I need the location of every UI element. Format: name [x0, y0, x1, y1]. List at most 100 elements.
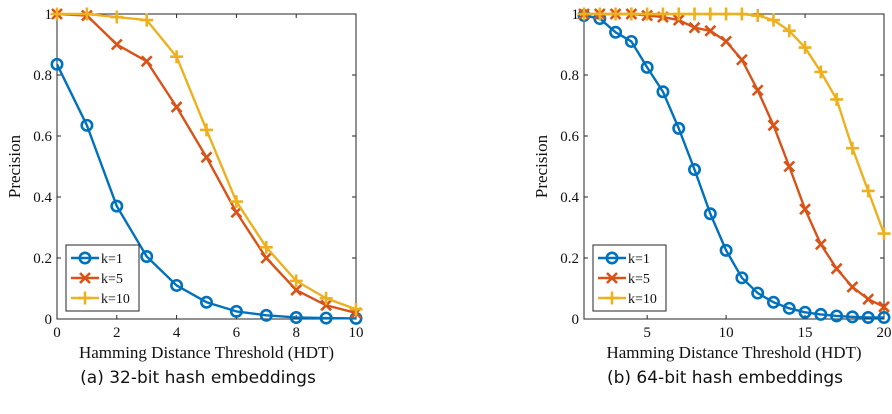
data-point-k=10	[719, 7, 733, 21]
data-point-k=10	[80, 7, 94, 21]
legend-entry: k=10	[628, 292, 657, 307]
figure-caption: (a) 32-bit hash embeddings	[80, 368, 316, 388]
x-tick-label: 0	[53, 325, 61, 341]
x-tick-label: 6	[233, 325, 241, 341]
y-tick-label: 0.2	[560, 251, 579, 267]
data-point-k=10	[766, 13, 780, 27]
chart-a: 0 2 4 6 8 10 0 0.2 0.4 0.6 0.8 1 Hamming Distance Th…	[5, 7, 364, 388]
chart-b: 5 10 15 20 0 0.2 0.4 0.6 0.8 1 Hamming Distance Th…	[532, 7, 892, 388]
data-point-k=5	[783, 160, 796, 173]
legend-entry: k=5	[101, 272, 123, 287]
data-point-k=10	[170, 50, 184, 64]
legend-marker	[78, 291, 92, 305]
data-point-k=5	[814, 238, 827, 251]
legend: k=1 k=5 k=10	[592, 244, 667, 312]
data-point-k=5	[799, 203, 811, 216]
data-point-k=5	[846, 281, 859, 293]
legend: k=1 k=5 k=10	[65, 244, 140, 312]
data-point-k=1	[259, 308, 273, 322]
data-point-k=10	[50, 7, 64, 21]
data-point-k=1	[782, 301, 796, 315]
legend-marker	[605, 251, 619, 265]
data-point-k=1	[751, 286, 765, 300]
data-point-k=5	[110, 38, 123, 51]
data-point-k=1	[50, 57, 64, 71]
y-tick-label: 0.8	[33, 68, 52, 84]
data-point-k=5	[878, 300, 890, 313]
data-point-k=10	[656, 7, 670, 21]
data-point-k=5	[290, 284, 303, 296]
data-point-k=1	[170, 278, 184, 292]
data-point-k=1	[640, 60, 654, 74]
y-axis-label: Precision	[5, 134, 24, 198]
data-point-k=10	[593, 7, 607, 21]
data-point-k=1	[830, 309, 844, 323]
data-point-k=1	[672, 121, 686, 135]
data-point-k=1	[861, 310, 875, 324]
data-point-k=10	[229, 195, 243, 209]
data-point-k=10	[577, 7, 591, 21]
x-tick-label: 8	[292, 325, 300, 341]
data-point-k=10	[814, 65, 828, 79]
x-tick-label: 20	[877, 325, 892, 341]
y-tick-label: 1	[45, 7, 53, 23]
data-point-k=10	[798, 41, 812, 55]
data-point-k=5	[140, 55, 153, 68]
data-point-k=10	[672, 7, 686, 21]
legend-marker	[606, 272, 618, 284]
data-point-k=1	[289, 310, 303, 324]
data-point-k=1	[703, 207, 717, 221]
x-axis-label: Hamming Distance Threshold (HDT)	[79, 343, 334, 362]
x-tick-label: 4	[173, 325, 181, 341]
legend-entry: k=1	[101, 252, 123, 267]
x-tick-label: 10	[719, 325, 734, 341]
data-point-k=1	[110, 199, 124, 213]
data-point-k=1	[877, 310, 891, 324]
data-point-k=10	[259, 240, 273, 254]
data-point-k=1	[200, 295, 214, 309]
legend-marker	[79, 272, 91, 284]
y-tick-label: 0.8	[560, 68, 579, 84]
data-point-k=1	[845, 310, 859, 324]
y-tick-label: 0.4	[560, 190, 579, 206]
y-tick-label: 0.6	[33, 129, 52, 145]
data-point-k=5	[704, 24, 717, 37]
legend-entry: k=5	[628, 272, 650, 287]
x-axis-label: Hamming Distance Threshold (HDT)	[606, 343, 861, 362]
data-point-k=5	[720, 35, 733, 48]
data-point-k=5	[260, 252, 273, 264]
data-point-k=10	[782, 24, 796, 38]
data-point-k=1	[814, 307, 828, 321]
y-axis-label: Precision	[532, 134, 551, 198]
y-tick-label: 0.6	[560, 129, 579, 145]
data-point-k=10	[319, 291, 333, 305]
x-tick-label: 10	[349, 325, 364, 341]
series-group	[577, 7, 891, 324]
x-tick-label: 5	[643, 325, 651, 341]
legend-marker	[605, 291, 619, 305]
data-point-k=10	[200, 123, 213, 137]
data-point-k=1	[80, 118, 94, 132]
data-point-k=5	[320, 299, 333, 312]
y-tick-label: 0.2	[33, 251, 52, 267]
data-point-k=5	[200, 151, 213, 164]
data-point-k=5	[767, 119, 780, 132]
x-tick-label: 2	[113, 325, 121, 341]
series-line-k=1	[55, 63, 357, 320]
data-point-k=10	[751, 9, 765, 23]
data-point-k=1	[688, 163, 702, 177]
data-point-k=5	[830, 262, 843, 275]
data-point-k=10	[289, 274, 303, 288]
data-point-k=5	[862, 293, 875, 306]
data-point-k=5	[170, 101, 183, 113]
y-tick-label: 0	[45, 312, 53, 328]
data-point-k=10	[609, 7, 623, 21]
data-point-k=10	[877, 227, 891, 241]
data-point-k=10	[845, 141, 859, 155]
data-point-k=1	[735, 271, 749, 285]
data-point-k=5	[688, 21, 701, 34]
data-point-k=10	[703, 7, 717, 21]
data-point-k=10	[830, 92, 844, 106]
data-point-k=1	[624, 34, 638, 48]
